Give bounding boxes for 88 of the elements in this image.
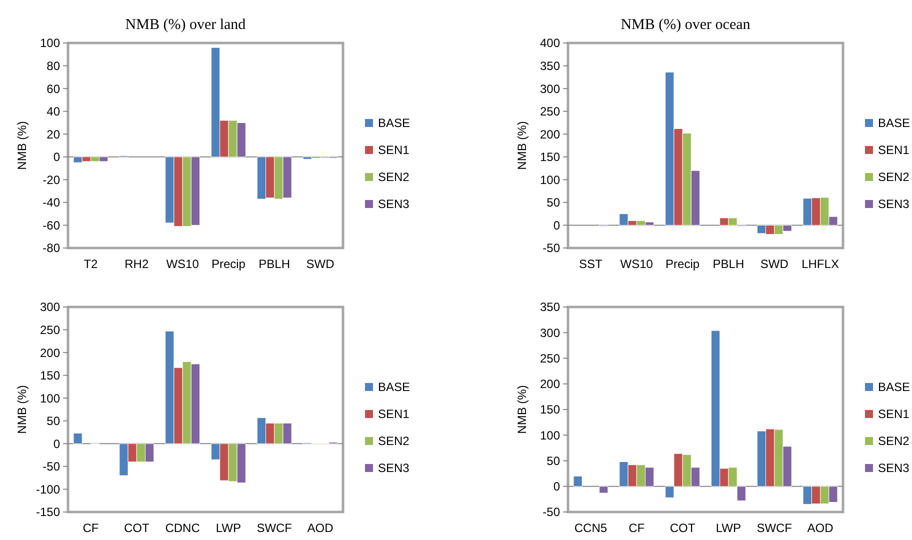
- y-tick-label: 100: [40, 36, 60, 50]
- y-tick-label: 250: [540, 104, 560, 119]
- y-tick-label: 40: [46, 104, 60, 119]
- legend-label: SEN2: [378, 170, 410, 184]
- x-tick-label: LHFLX: [802, 257, 839, 271]
- x-tick-label: RH2: [124, 257, 149, 271]
- legend-label: BASE: [378, 116, 410, 130]
- y-tick-label: 200: [540, 127, 560, 142]
- legend-label: SEN1: [378, 143, 410, 158]
- legend-label: SEN3: [378, 197, 410, 212]
- legend-label: SEN2: [378, 434, 410, 448]
- x-tick-label: AOD: [807, 521, 834, 535]
- legend-label: SEN2: [878, 434, 910, 448]
- legend-label: BASE: [378, 380, 410, 394]
- x-tick-label: Precip: [666, 257, 700, 271]
- legend-label: SEN3: [878, 197, 910, 212]
- legend-label: SEN2: [878, 170, 910, 184]
- x-tick-label: SWCF: [756, 521, 792, 535]
- legend-label: SEN1: [878, 407, 910, 422]
- x-tick-label: PBLH: [258, 257, 290, 271]
- y-tick-label: 200: [540, 377, 560, 392]
- legend-label: BASE: [878, 116, 910, 130]
- y-axis-title: NMB (%): [515, 121, 529, 170]
- x-tick-label: CCN5: [574, 521, 608, 535]
- y-tick-label: 250: [540, 351, 560, 366]
- y-axis-title: NMB (%): [15, 385, 29, 434]
- y-tick-label: -100: [36, 482, 60, 496]
- y-tick-label: -20: [42, 172, 60, 187]
- x-tick-label: PBLH: [712, 257, 744, 271]
- y-tick-label: 150: [540, 402, 560, 417]
- x-tick-label: CF: [82, 521, 99, 535]
- y-tick-label: -60: [42, 218, 60, 232]
- y-tick-label: 150: [40, 368, 60, 383]
- x-tick-label: LWP: [716, 521, 742, 535]
- y-tick-label: -50: [42, 460, 60, 474]
- y-tick-label: 20: [46, 127, 60, 142]
- y-tick-label: 300: [40, 300, 60, 314]
- y-tick-label: 0: [553, 480, 560, 494]
- y-tick-label: 350: [540, 58, 560, 73]
- legend-label: SEN3: [878, 461, 910, 476]
- y-tick-label: 300: [540, 326, 560, 340]
- x-tick-label: WS10: [620, 257, 654, 271]
- y-tick-label: 100: [540, 172, 560, 187]
- chart-title: NMB (%) over ocean: [620, 17, 751, 33]
- y-tick-label: -80: [42, 241, 60, 256]
- legend-label: SEN1: [878, 143, 910, 158]
- x-tick-label: Precip: [211, 257, 246, 271]
- x-tick-label: T2: [84, 257, 98, 271]
- y-tick-label: 0: [53, 436, 60, 451]
- y-tick-label: 0: [53, 150, 60, 164]
- y-axis-title: NMB (%): [515, 385, 529, 434]
- y-tick-label: 60: [46, 82, 60, 96]
- legend-label: BASE: [878, 380, 910, 394]
- x-tick-label: CF: [628, 521, 645, 535]
- y-tick-label: -40: [42, 196, 60, 210]
- x-tick-label: SWD: [760, 257, 789, 271]
- y-tick-label: 50: [546, 454, 560, 468]
- y-tick-label: 400: [540, 36, 560, 50]
- y-tick-label: 300: [540, 82, 560, 96]
- x-tick-label: SWD: [306, 257, 335, 271]
- bar: [599, 486, 608, 494]
- legend-label: SEN1: [378, 407, 410, 422]
- y-tick-label: 50: [546, 196, 560, 210]
- y-tick-label: 150: [540, 150, 560, 164]
- bar: [73, 432, 82, 444]
- y-tick-label: 350: [540, 300, 560, 314]
- x-tick-label: SWCF: [256, 521, 292, 535]
- y-tick-label: 80: [46, 58, 60, 73]
- x-tick-label: AOD: [307, 521, 334, 535]
- x-tick-label: SST: [579, 257, 604, 271]
- y-tick-label: 50: [46, 414, 60, 428]
- y-tick-label: -50: [542, 241, 560, 256]
- chart-title: NMB (%) over land: [125, 17, 246, 33]
- x-tick-label: WS10: [166, 257, 200, 271]
- y-tick-label: -150: [36, 505, 60, 520]
- bar: [573, 476, 582, 487]
- y-axis-title: NMB (%): [15, 121, 29, 170]
- x-tick-label: LWP: [216, 521, 242, 535]
- x-tick-label: CDNC: [165, 521, 200, 535]
- y-tick-label: 200: [40, 346, 60, 360]
- legend-label: SEN3: [378, 461, 410, 476]
- y-tick-label: 0: [553, 218, 560, 232]
- x-tick-label: COT: [124, 521, 150, 535]
- y-tick-label: 250: [40, 322, 60, 337]
- y-tick-label: -50: [542, 505, 560, 520]
- y-tick-label: 100: [540, 428, 560, 442]
- x-tick-label: COT: [670, 521, 696, 535]
- y-tick-label: 100: [40, 391, 60, 406]
